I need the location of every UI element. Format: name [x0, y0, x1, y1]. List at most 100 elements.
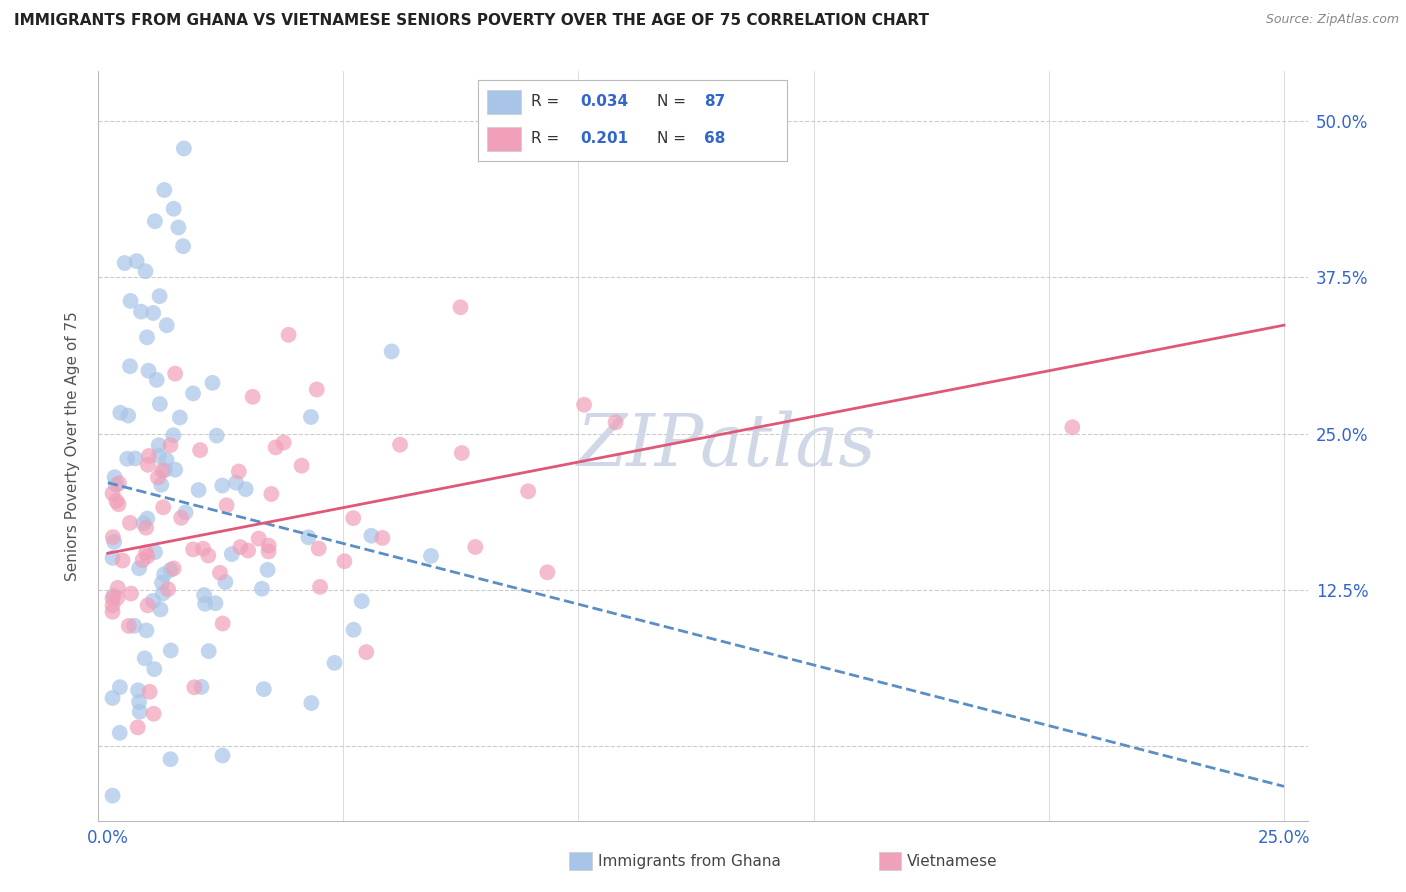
- Point: [173, 141, 195, 155]
- Point: [228, 465, 250, 479]
- Point: [101, 486, 124, 500]
- Point: [145, 373, 167, 387]
- Point: [572, 398, 595, 412]
- Point: [229, 540, 252, 554]
- Point: [152, 500, 174, 515]
- Text: IMMIGRANTS FROM GHANA VS VIETNAMESE SENIORS POVERTY OVER THE AGE OF 75 CORRELATI: IMMIGRANTS FROM GHANA VS VIETNAMESE SENI…: [14, 13, 929, 29]
- Point: [172, 239, 194, 253]
- Text: 0.201: 0.201: [581, 131, 628, 146]
- Point: [215, 498, 238, 512]
- Point: [204, 596, 226, 610]
- Point: [1062, 420, 1084, 434]
- Point: [105, 591, 128, 605]
- Point: [136, 330, 159, 344]
- Point: [197, 549, 219, 563]
- Point: [360, 529, 382, 543]
- Point: [257, 544, 280, 558]
- Point: [120, 293, 142, 308]
- Point: [146, 470, 169, 484]
- Point: [260, 487, 283, 501]
- Point: [517, 484, 540, 499]
- Point: [124, 451, 146, 466]
- Point: [135, 545, 157, 559]
- Point: [247, 532, 270, 546]
- Text: 0.034: 0.034: [581, 95, 628, 110]
- Text: ZIPatlas: ZIPatlas: [578, 410, 877, 482]
- Point: [118, 619, 141, 633]
- Point: [159, 752, 181, 766]
- Text: Source: ZipAtlas.com: Source: ZipAtlas.com: [1265, 13, 1399, 27]
- Point: [450, 446, 472, 460]
- Point: [253, 682, 276, 697]
- Point: [191, 541, 214, 556]
- Point: [107, 497, 129, 511]
- Point: [308, 541, 330, 556]
- Point: [156, 318, 179, 333]
- Point: [149, 397, 172, 411]
- Point: [110, 406, 132, 420]
- Point: [273, 435, 295, 450]
- Point: [135, 521, 157, 535]
- Point: [214, 575, 236, 590]
- Point: [242, 390, 264, 404]
- Point: [155, 453, 177, 467]
- Point: [117, 409, 139, 423]
- Point: [153, 183, 176, 197]
- Point: [170, 510, 193, 524]
- Point: [323, 656, 346, 670]
- Point: [420, 549, 443, 563]
- Point: [101, 789, 124, 803]
- Point: [605, 415, 627, 429]
- Point: [181, 386, 204, 401]
- Point: [299, 696, 322, 710]
- Point: [150, 575, 173, 590]
- Point: [194, 597, 217, 611]
- Point: [101, 690, 124, 705]
- Point: [150, 463, 173, 477]
- Point: [120, 586, 142, 600]
- Point: [201, 376, 224, 390]
- Point: [290, 458, 312, 473]
- Point: [149, 289, 172, 303]
- Point: [163, 561, 186, 575]
- Point: [128, 695, 150, 709]
- Point: [125, 254, 148, 268]
- Point: [127, 720, 149, 734]
- Text: N =: N =: [658, 95, 692, 110]
- Point: [211, 748, 233, 763]
- Point: [305, 383, 328, 397]
- Point: [152, 586, 174, 600]
- Point: [127, 683, 149, 698]
- Point: [142, 594, 165, 608]
- Point: [264, 441, 287, 455]
- Point: [131, 553, 153, 567]
- Point: [128, 705, 150, 719]
- Point: [225, 475, 247, 490]
- Point: [165, 367, 187, 381]
- Point: [183, 681, 205, 695]
- Text: Vietnamese: Vietnamese: [907, 855, 997, 869]
- Point: [342, 623, 364, 637]
- Point: [101, 605, 124, 619]
- Point: [108, 726, 131, 740]
- Point: [148, 449, 170, 463]
- Point: [101, 599, 124, 613]
- Point: [114, 256, 136, 270]
- Point: [105, 478, 128, 492]
- Point: [464, 540, 486, 554]
- Point: [297, 530, 319, 544]
- Point: [159, 643, 181, 657]
- FancyBboxPatch shape: [488, 90, 522, 114]
- Point: [108, 680, 131, 694]
- Point: [138, 449, 160, 463]
- Point: [211, 616, 233, 631]
- Y-axis label: Seniors Poverty Over the Age of 75: Seniors Poverty Over the Age of 75: [65, 311, 80, 581]
- Point: [142, 306, 165, 320]
- Point: [132, 516, 155, 531]
- Point: [149, 602, 172, 616]
- Point: [105, 494, 128, 508]
- Point: [257, 539, 280, 553]
- Point: [167, 220, 190, 235]
- Point: [103, 470, 125, 484]
- Point: [136, 458, 159, 472]
